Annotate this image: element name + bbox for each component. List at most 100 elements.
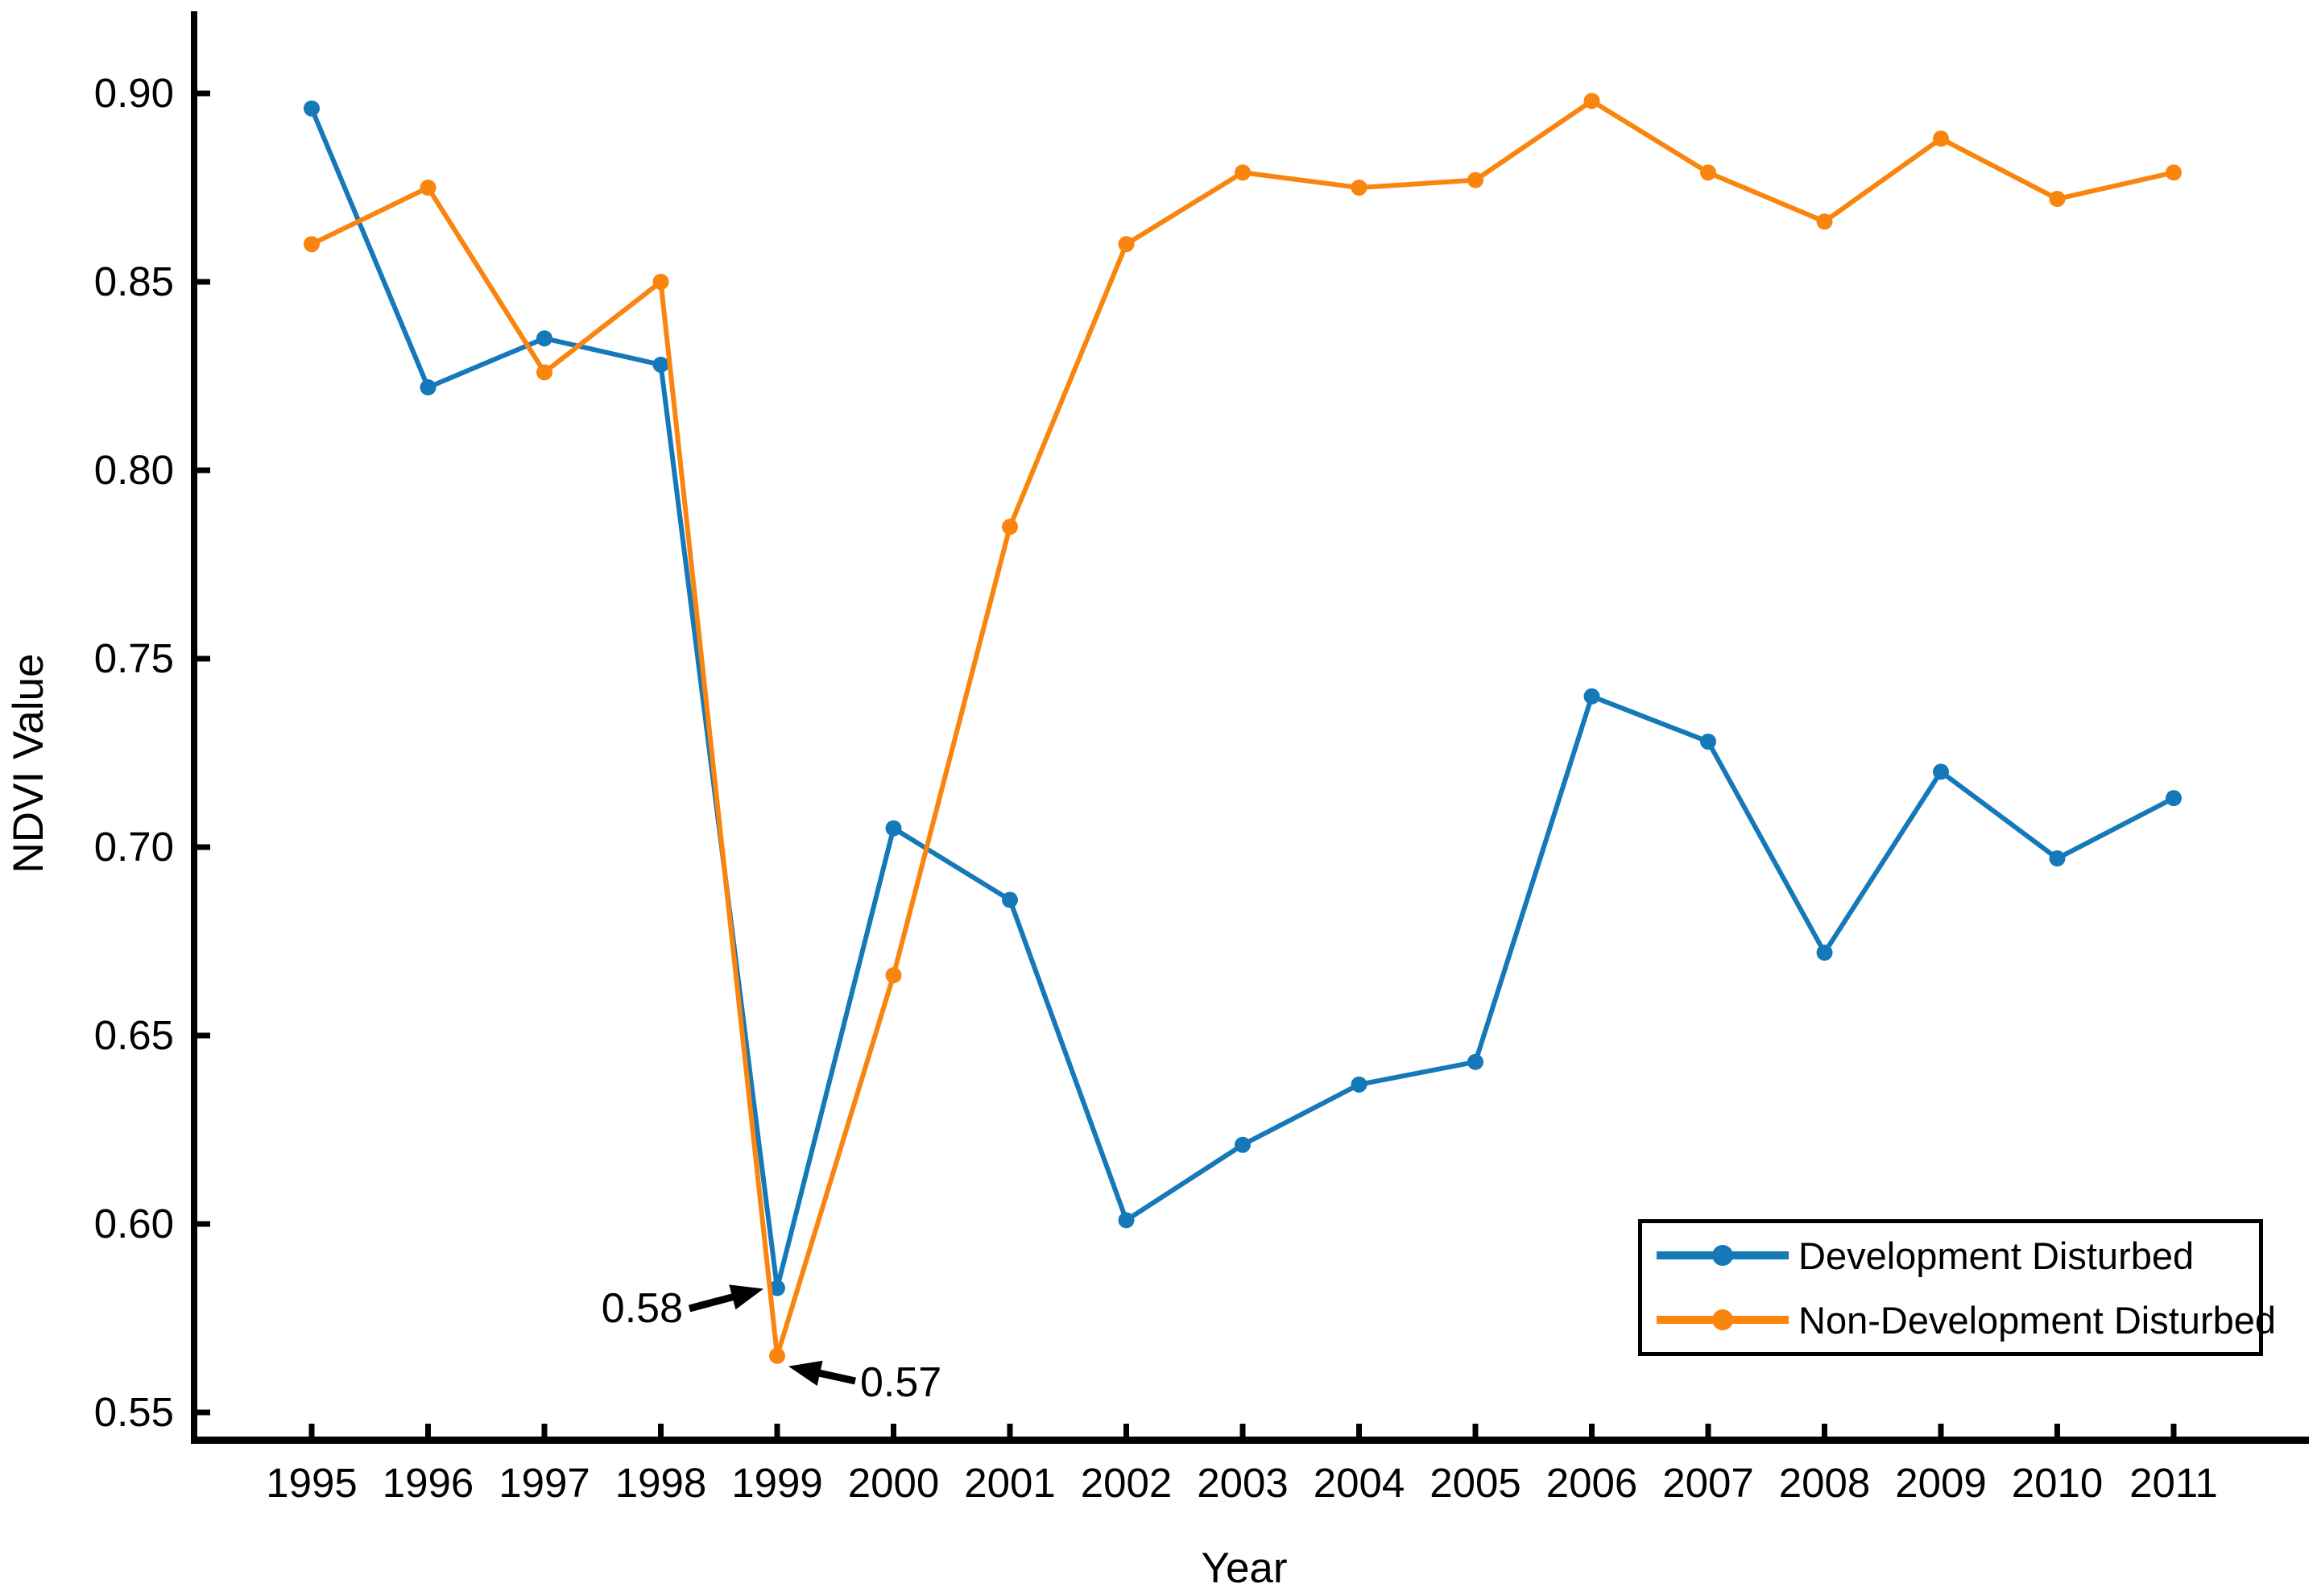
- data-point-non-development-disturbed: [652, 274, 669, 290]
- y-tick: [197, 90, 210, 97]
- data-point-non-development-disturbed: [1235, 164, 1251, 181]
- x-tick-label: 2011: [2129, 1460, 2218, 1506]
- data-point-non-development-disturbed: [1118, 236, 1135, 253]
- data-point-development-disturbed: [1235, 1136, 1251, 1153]
- x-tick-label: 2009: [1895, 1460, 1986, 1506]
- data-point-development-disturbed: [652, 356, 669, 373]
- x-tick-label: 2006: [1546, 1460, 1637, 1506]
- x-tick: [774, 1424, 780, 1437]
- annotation-arrow-head: [788, 1360, 823, 1386]
- legend-item-non-development-disturbed: Non-Development Disturbed: [1642, 1288, 2276, 1352]
- y-tick-label: 0.75: [94, 635, 174, 681]
- x-tick: [425, 1424, 431, 1437]
- data-point-non-development-disturbed: [1933, 130, 1949, 147]
- data-point-development-disturbed: [1583, 688, 1600, 705]
- x-tick-label: 1996: [383, 1460, 474, 1506]
- data-point-development-disturbed: [1351, 1076, 1367, 1093]
- x-tick: [308, 1424, 315, 1437]
- data-point-non-development-disturbed: [536, 364, 552, 381]
- x-tick: [1007, 1424, 1013, 1437]
- x-tick: [1938, 1424, 1944, 1437]
- y-tick: [197, 1409, 210, 1416]
- x-tick-label: 2004: [1314, 1460, 1405, 1506]
- annotation-arrow-head: [729, 1284, 763, 1310]
- x-tick: [1705, 1424, 1711, 1437]
- data-point-non-development-disturbed: [1002, 519, 1018, 535]
- x-tick-label: 2008: [1779, 1460, 1870, 1506]
- annotation-nondev-1999-low: 0.57: [860, 1359, 942, 1406]
- data-point-development-disturbed: [304, 100, 320, 117]
- y-axis-spine: [191, 11, 197, 1444]
- legend-item-development-disturbed: Development Disturbed: [1642, 1223, 2259, 1288]
- data-point-non-development-disturbed: [1583, 93, 1600, 110]
- y-tick: [197, 844, 210, 850]
- y-tick: [197, 1032, 210, 1039]
- data-point-non-development-disturbed: [885, 967, 902, 984]
- data-point-non-development-disturbed: [2049, 191, 2066, 208]
- data-point-development-disturbed: [885, 820, 902, 837]
- data-point-development-disturbed: [1700, 733, 1716, 750]
- data-point-non-development-disturbed: [1700, 164, 1716, 181]
- legend-label: Development Disturbed: [1798, 1234, 2195, 1277]
- y-tick: [197, 467, 210, 473]
- data-point-development-disturbed: [2166, 790, 2182, 807]
- data-point-non-development-disturbed: [1351, 180, 1367, 196]
- y-tick-label: 0.55: [94, 1389, 174, 1435]
- data-point-development-disturbed: [1118, 1212, 1135, 1229]
- y-tick-label: 0.85: [94, 258, 174, 304]
- legend-label: Non-Development Disturbed: [1798, 1298, 2277, 1342]
- annotation-dev-1999-low: 0.58: [601, 1285, 683, 1332]
- legend-line-marker-icon: [1657, 1245, 1789, 1266]
- x-tick-label: 1995: [266, 1460, 357, 1506]
- x-tick-label: 1997: [499, 1460, 590, 1506]
- data-point-development-disturbed: [536, 330, 552, 347]
- data-point-development-disturbed: [1816, 945, 1833, 961]
- x-tick-label: 2005: [1430, 1460, 1521, 1506]
- y-tick: [197, 655, 210, 662]
- x-axis-spine: [191, 1437, 2309, 1444]
- y-tick-label: 0.90: [94, 70, 174, 116]
- x-tick: [1123, 1424, 1129, 1437]
- data-point-non-development-disturbed: [2166, 164, 2182, 181]
- x-tick-label: 2002: [1081, 1460, 1172, 1506]
- series-line-non-development-disturbed: [309, 98, 2176, 1358]
- x-tick: [1356, 1424, 1362, 1437]
- y-tick: [197, 279, 210, 285]
- y-tick: [197, 1221, 210, 1227]
- data-point-development-disturbed: [769, 1280, 785, 1296]
- y-axis-title: NDVI Value: [5, 653, 52, 874]
- data-point-non-development-disturbed: [304, 236, 320, 253]
- x-tick-label: 2010: [2012, 1460, 2103, 1506]
- data-point-non-development-disturbed: [420, 180, 437, 196]
- data-point-development-disturbed: [1933, 763, 1949, 780]
- x-tick-label: 2007: [1662, 1460, 1753, 1506]
- data-point-non-development-disturbed: [1467, 172, 1483, 188]
- annotation-arrow-shaft: [814, 1368, 856, 1385]
- x-tick: [1472, 1424, 1479, 1437]
- x-tick: [1822, 1424, 1827, 1437]
- data-point-development-disturbed: [1467, 1053, 1483, 1070]
- data-point-development-disturbed: [420, 379, 437, 396]
- x-tick: [2170, 1424, 2177, 1437]
- data-point-non-development-disturbed: [769, 1347, 785, 1364]
- x-tick: [1239, 1424, 1246, 1437]
- x-tick-label: 1999: [731, 1460, 822, 1506]
- data-point-development-disturbed: [2049, 850, 2066, 867]
- y-tick-label: 0.80: [94, 447, 174, 493]
- y-tick-label: 0.70: [94, 824, 174, 870]
- x-tick-label: 2003: [1197, 1460, 1288, 1506]
- x-tick-label: 2000: [848, 1460, 939, 1506]
- legend: Development Disturbed Non-Development Di…: [1638, 1219, 2276, 1356]
- x-tick-label: 1998: [615, 1460, 706, 1506]
- series-line-development-disturbed: [309, 105, 2176, 1291]
- data-point-development-disturbed: [1002, 891, 1018, 908]
- x-tick: [891, 1424, 896, 1437]
- x-tick: [541, 1424, 548, 1437]
- x-axis-title: Year: [1201, 1544, 1288, 1592]
- annotation-arrow-shaft: [688, 1292, 739, 1313]
- x-tick: [1589, 1424, 1595, 1437]
- x-tick-label: 2001: [964, 1460, 1055, 1506]
- y-tick-label: 0.65: [94, 1012, 174, 1058]
